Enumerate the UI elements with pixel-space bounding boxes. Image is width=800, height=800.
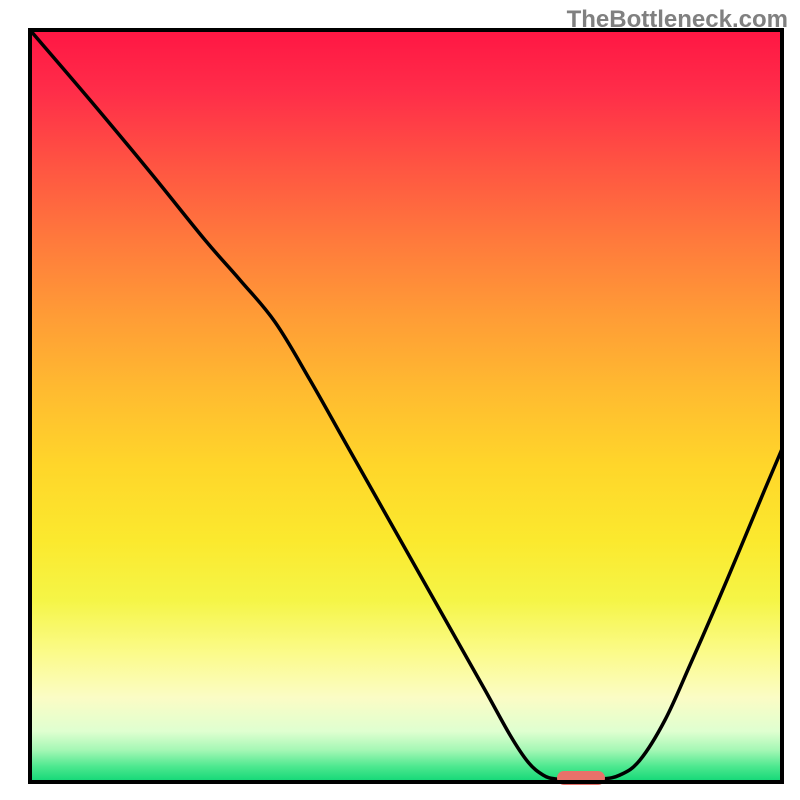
bottleneck-chart: TheBottleneck.com <box>0 0 800 800</box>
chart-background <box>32 32 780 780</box>
chart-svg <box>0 0 800 800</box>
watermark-text: TheBottleneck.com <box>567 6 788 34</box>
